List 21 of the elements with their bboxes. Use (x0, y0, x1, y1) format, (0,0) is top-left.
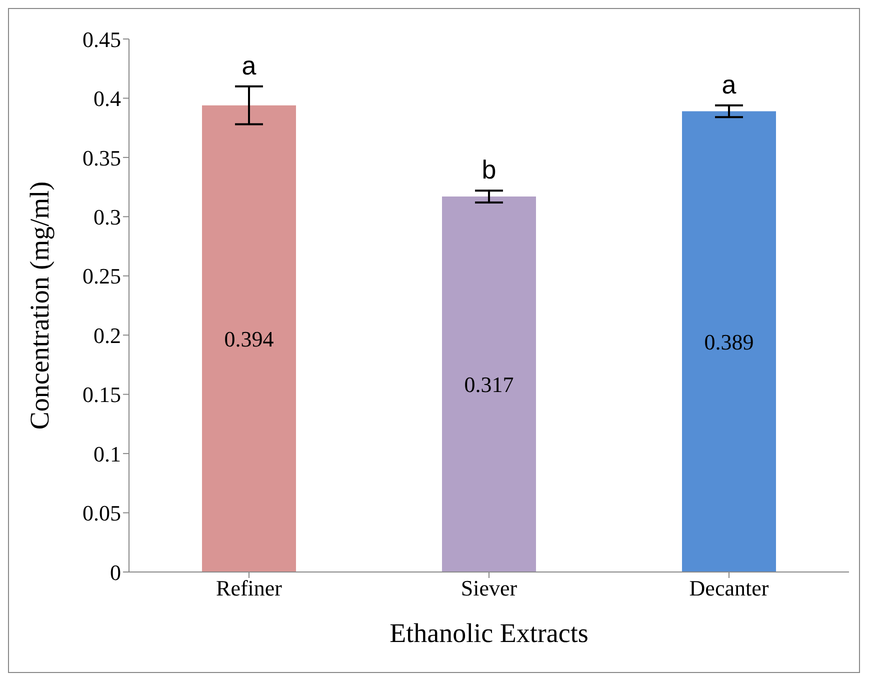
data-label: 0.317 (464, 372, 514, 398)
y-tick-label: 0.2 (94, 322, 121, 348)
y-tick-label: 0.1 (94, 441, 121, 466)
x-tick-label: Decanter (689, 576, 770, 601)
y-tick-label: 0.05 (82, 500, 121, 526)
y-tick-label: 0.45 (82, 26, 121, 52)
data-label: 0.389 (704, 329, 754, 354)
x-tick-label: Refiner (216, 576, 283, 601)
y-tick-label: 0.35 (82, 145, 121, 170)
annotation: b (482, 154, 496, 185)
x-tick-label: Siever (460, 576, 518, 601)
y-tick-label: 0 (110, 560, 121, 585)
annotation: a (722, 69, 737, 100)
annotation: a (242, 50, 257, 80)
y-tick-label: 0.25 (82, 264, 121, 289)
y-tick-label: 0.4 (94, 86, 121, 112)
y-tick-label: 0.15 (82, 382, 121, 408)
y-tick-label: 0.3 (94, 204, 121, 230)
y-axis-title: Concentration (mg/ml) (24, 181, 55, 430)
x-axis-title: Ethanolic Extracts (390, 618, 588, 648)
data-label: 0.394 (224, 326, 274, 352)
